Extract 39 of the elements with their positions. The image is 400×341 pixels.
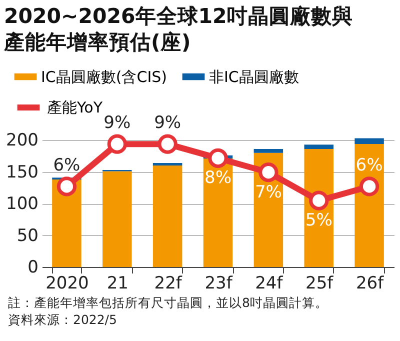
x-tick-label: 23f — [204, 274, 234, 294]
chart-title: 2020~2026年全球12吋晶圓廠數與產能年增率預估(座) — [3, 4, 353, 54]
y-tick-label: 50 — [16, 226, 38, 246]
legend-label: 非IC晶圓廠數 — [209, 68, 299, 86]
point — [107, 134, 127, 154]
x-tick-label: 24f — [255, 274, 284, 294]
bar — [152, 166, 182, 267]
bar — [254, 149, 284, 153]
data-label: 6% — [356, 155, 383, 176]
data-label: 9% — [154, 113, 182, 134]
point — [258, 162, 278, 182]
y-tick-label: 150 — [6, 162, 38, 182]
data-label: 9% — [104, 113, 131, 134]
x-tick-label: 25f — [306, 274, 334, 294]
point — [309, 190, 329, 210]
point — [208, 148, 228, 168]
data-label: 5% — [305, 210, 332, 231]
data-label: 6% — [53, 155, 80, 176]
point — [158, 134, 178, 154]
text: 註：產能年增率包括所有尺寸晶圓，並以8吋晶圓計算。 — [8, 295, 328, 310]
bar — [354, 138, 384, 144]
bar — [102, 171, 132, 267]
x-tick-label: 22f — [154, 274, 183, 294]
bar — [304, 144, 334, 150]
x-tick-label: 26f — [356, 274, 385, 294]
legend-label: 產能YoY — [47, 98, 104, 116]
y-tick-label: 0 — [28, 258, 38, 278]
data-label: 7% — [254, 182, 282, 202]
y-tick-label: 200 — [6, 130, 38, 151]
bar — [354, 144, 384, 267]
data-label: 8% — [204, 168, 232, 188]
x-tick-label: 2020 — [46, 274, 89, 294]
point — [56, 176, 77, 196]
source-note: 資料來源：2022/5 — [8, 312, 117, 327]
legend-label: IC晶圓廠數(含CIS) — [41, 68, 168, 86]
point — [359, 176, 380, 196]
y-tick-label: 100 — [6, 194, 38, 214]
x-tick-label: 21 — [106, 274, 128, 294]
bar — [152, 163, 182, 166]
